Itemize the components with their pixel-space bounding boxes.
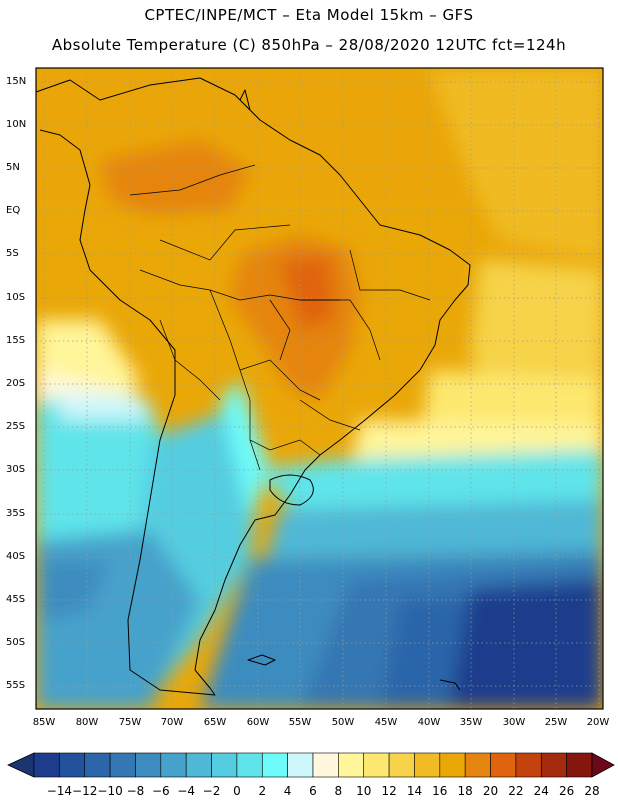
south-atlantic-cool — [260, 450, 603, 520]
lat-label: 55S — [6, 680, 26, 691]
colorbar-tick-label: 2 — [258, 784, 267, 798]
temperature-field — [36, 68, 603, 709]
warm-core-colombia-venezuela — [100, 140, 250, 215]
colorbar-over-arrow — [591, 752, 615, 778]
country-borders — [129, 164, 431, 471]
lon-label: 75W — [118, 717, 142, 728]
rio-de-la-plata — [269, 474, 314, 506]
colorbar-tick-label: 0 — [233, 784, 241, 798]
colorbar-swatch — [59, 752, 86, 778]
colorbar-tick-label: −12 — [72, 784, 98, 798]
lon-label: 50W — [331, 717, 355, 728]
colorbar-tick-label: 4 — [283, 784, 292, 798]
lon-label: 20W — [586, 717, 610, 728]
colorbar-tick-label: 18 — [457, 784, 473, 798]
chart-title-line2: Absolute Temperature (C) 850hPa – 28/08/… — [51, 36, 567, 54]
lat-label: 15S — [6, 335, 26, 346]
colorbar-swatch — [236, 752, 263, 778]
lon-label: 60W — [246, 717, 270, 728]
falkland-islands — [247, 654, 276, 666]
lon-label: 45W — [374, 717, 398, 728]
colorbar-tick-label: 12 — [381, 784, 397, 798]
lat-label: 40S — [6, 551, 26, 562]
colorbar-swatch — [84, 752, 111, 778]
colorbar-swatch — [464, 752, 491, 778]
south-america-coast — [35, 77, 471, 696]
lat-label: 5N — [6, 162, 20, 173]
lon-label: 55W — [288, 717, 312, 728]
lon-label: 65W — [203, 717, 227, 728]
colorbar-tick-label: 6 — [309, 784, 317, 798]
colorbar-swatch — [566, 752, 593, 778]
colorbar-swatch — [261, 752, 288, 778]
lon-label: 25W — [544, 717, 568, 728]
colorbar-tick-label: −4 — [177, 784, 196, 798]
colorbar-swatch — [363, 752, 390, 778]
colorbar-swatch — [388, 752, 415, 778]
colorbar-swatch — [33, 752, 60, 778]
colorbar-tick-label: 28 — [584, 784, 600, 798]
colorbar-swatch — [515, 752, 542, 778]
pacific-cool-zone — [36, 400, 170, 540]
lon-label: 30W — [502, 717, 526, 728]
colorbar-swatch — [439, 752, 466, 778]
lat-label: 10S — [6, 292, 26, 303]
colorbar — [7, 752, 615, 778]
lon-label: 40W — [417, 717, 441, 728]
lon-label: 70W — [160, 717, 184, 728]
colorbar-under-arrow — [7, 752, 35, 778]
colorbar-tick-label: 16 — [432, 784, 448, 798]
colorbar-swatch — [338, 752, 365, 778]
lat-label: 50S — [6, 637, 26, 648]
colorbar-swatch — [211, 752, 238, 778]
colorbar-tick-label: −10 — [97, 784, 123, 798]
lat-label: 20S — [6, 378, 26, 389]
colorbar-swatch — [540, 752, 567, 778]
lat-label: 30S — [6, 464, 26, 475]
lat-label: 35S — [6, 508, 26, 519]
colorbar-tick-label: 8 — [334, 784, 343, 798]
colorbar-swatch — [490, 752, 517, 778]
colorbar-swatch — [160, 752, 187, 778]
colorbar-tick-label: 14 — [406, 784, 423, 798]
atlantic-north — [430, 70, 603, 260]
lon-label: 80W — [75, 717, 99, 728]
colorbar-swatch — [185, 752, 212, 778]
colorbar-tick-label: 24 — [533, 784, 549, 798]
chart-title-line1: CPTEC/INPE/MCT – Eta Model 15km – GFS — [144, 6, 474, 24]
cold-core-southeast — [450, 580, 603, 709]
colorbar-tick-label: −6 — [151, 784, 170, 798]
lat-lon-grid — [36, 68, 603, 709]
colorbar-tick-label: 26 — [558, 784, 575, 798]
lat-label: 10N — [6, 119, 27, 130]
colorbar-tick-label: −2 — [202, 784, 221, 798]
lat-label: 45S — [6, 594, 26, 605]
map-frame — [35, 67, 604, 710]
colorbar-swatch — [312, 752, 339, 778]
colorbar-swatch — [287, 752, 314, 778]
lat-label: 25S — [6, 421, 26, 432]
lat-label: EQ — [6, 205, 21, 216]
colorbar-tick-label: 10 — [356, 784, 372, 798]
lon-label: 35W — [459, 717, 483, 728]
coastline — [35, 77, 471, 696]
lon-label: 85W — [32, 717, 56, 728]
colorbar-tick-label: 22 — [508, 784, 524, 798]
lat-label: 5S — [6, 248, 19, 259]
colorbar-tick-label: −14 — [46, 784, 73, 798]
colorbar-swatch — [135, 752, 162, 778]
colorbar-tick-label: 20 — [482, 784, 499, 798]
lat-label: 15N — [6, 76, 27, 87]
colorbar-swatch — [109, 752, 136, 778]
colorbar-swatch — [414, 752, 441, 778]
colorbar-tick-label: −8 — [126, 784, 145, 798]
